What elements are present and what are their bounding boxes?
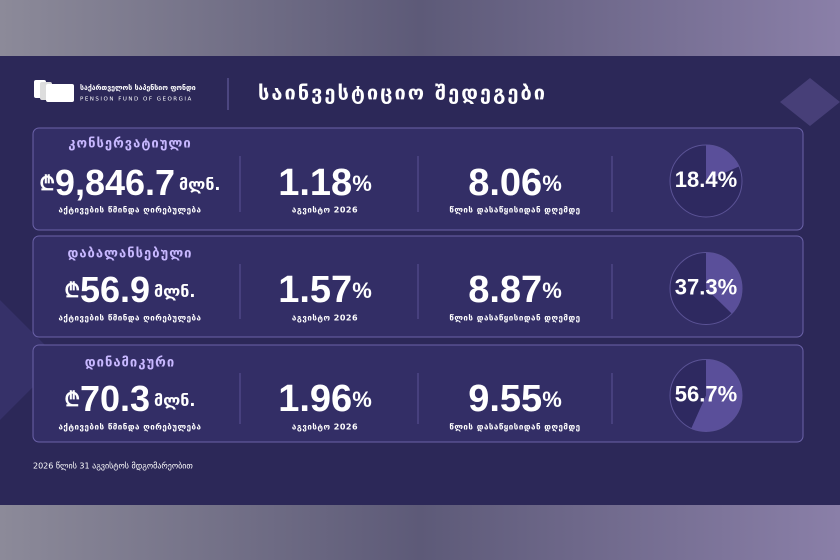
logo-icon [34,80,74,102]
share-label: 37.3% [675,274,737,299]
amount: ₾56.9 მლნ. [65,269,196,310]
share-sector [691,359,743,432]
amount: ₾70.3 მლნ. [65,378,196,419]
caption: წლის დასაწყისიდან დღემდე [449,314,580,323]
currency: ₾ [65,280,80,302]
unit: % [542,387,562,412]
caption: აგვისტო 2026 [292,206,358,215]
caption: წლის დასაწყისიდან დღემდე [449,423,580,432]
amount-unit: მლნ. [154,282,195,301]
number: 8.06 [468,162,542,204]
amount-value: 56.9 [80,269,150,310]
bottom-band [0,505,840,560]
share-sector [706,252,743,314]
caption: აქტივების წმინდა ღირებულება [59,313,202,323]
percent-value: 1.57% [278,269,372,311]
title: საინვესტიციო შედეგები [258,81,547,105]
amount-value: 9,846.7 [55,162,175,203]
amount-unit: მლნ. [179,175,220,194]
amount-unit: მლნ. [154,391,195,410]
number: 8.87 [468,269,542,311]
amount: ₾9,846.7 მლნ. [40,162,221,203]
logo-text: საქართველოს საპენსიო ფონდი [80,84,196,92]
decor [0,300,60,420]
top-band [0,0,840,56]
unit: % [352,171,372,196]
percent-value: 8.06% [468,162,562,204]
caption: აგვისტო 2026 [292,423,358,432]
caption: აგვისტო 2026 [292,314,358,323]
unit: % [352,387,372,412]
share-label: 56.7% [675,381,737,406]
number: 1.96 [278,378,352,420]
unit: % [542,278,562,303]
share-label: 18.4% [675,167,737,192]
fund-name: დაბალანსებული [67,247,192,262]
logo-text: PENSION FUND OF GEORGIA [80,97,193,103]
number: 1.18 [278,162,352,204]
percent-value: 1.96% [278,378,372,420]
caption: წლის დასაწყისიდან დღემდე [449,206,580,215]
percent-value: 9.55% [468,378,562,420]
amount-value: 70.3 [80,378,150,419]
currency: ₾ [65,389,80,411]
footer: 2026 წლის 31 აგვისტოს მდგომარეობით [33,461,193,471]
currency: ₾ [40,173,55,195]
fund-name: კონსერვატიული [68,137,191,152]
unit: % [542,171,562,196]
caption: აქტივების წმინდა ღირებულება [59,205,202,215]
percent-value: 1.18% [278,162,372,204]
percent-value: 8.87% [468,269,562,311]
fund-name: დინამიკური [85,356,175,371]
caption: აქტივების წმინდა ღირებულება [59,422,202,432]
unit: % [352,278,372,303]
number: 9.55 [468,378,542,420]
decor [780,78,840,126]
share-sector [706,145,739,181]
number: 1.57 [278,269,352,311]
